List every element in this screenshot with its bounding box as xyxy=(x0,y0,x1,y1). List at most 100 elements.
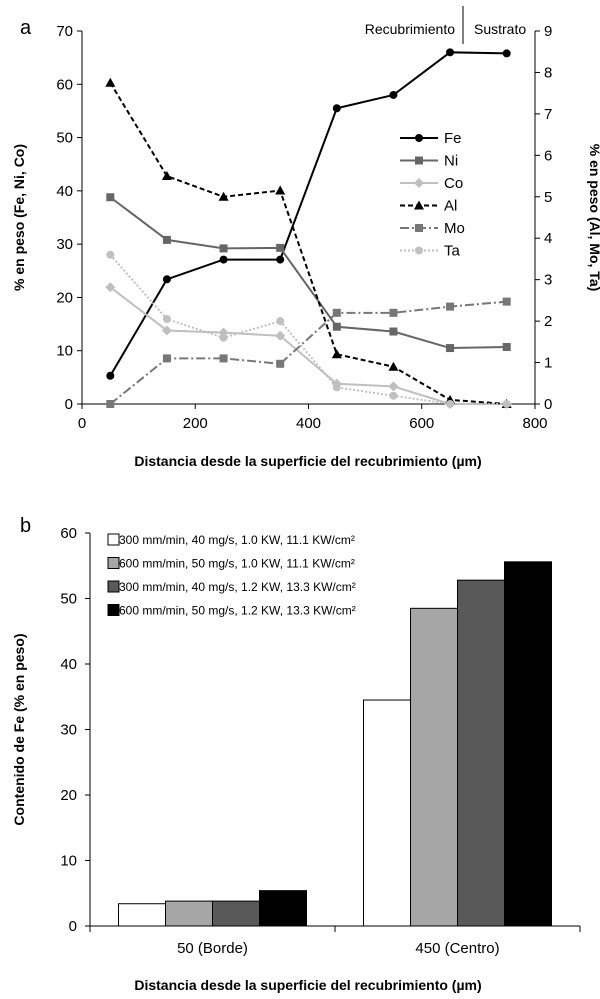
legend-label: 600 mm/min, 50 mg/s, 1.0 KW, 11.1 KW/cm² xyxy=(119,557,355,571)
data-point-ta xyxy=(162,315,171,324)
data-point-mo xyxy=(276,359,285,368)
data-point-ni xyxy=(502,342,511,351)
y-right-tick-label: 2 xyxy=(544,313,552,330)
y-right-tick-label: 4 xyxy=(544,230,552,247)
series-fe xyxy=(106,48,511,380)
y-tick-label: 30 xyxy=(60,722,77,739)
y-right-tick-label: 6 xyxy=(544,147,552,164)
y-left-tick-label: 10 xyxy=(56,343,73,360)
data-point-fe xyxy=(502,49,511,58)
data-point-ta xyxy=(106,250,115,259)
y-right-tick-label: 0 xyxy=(544,396,552,413)
data-point-ta xyxy=(332,383,341,392)
data-point-mo xyxy=(106,400,115,408)
data-point-co xyxy=(388,381,399,392)
y-right-tick-label: 9 xyxy=(544,23,552,40)
bar-series-3 xyxy=(457,579,505,927)
data-point-ta xyxy=(219,333,228,342)
x-tick-label: 0 xyxy=(78,415,86,432)
data-point-mo xyxy=(389,308,398,317)
y-axis-left-title: % en peso (Fe, Ni, Co) xyxy=(11,144,27,291)
bar-series-2 xyxy=(410,607,458,927)
data-point-fe xyxy=(162,275,171,284)
y-left-tick-label: 20 xyxy=(56,289,73,306)
series-line-fe xyxy=(109,51,507,377)
bar-chart-panel-b: b 0 10 20 30 40 50 60 50 (Borde) 450 (Centro) Cont… xyxy=(11,515,581,993)
data-point-mo xyxy=(162,354,171,363)
y-right-tick-label: 3 xyxy=(544,272,552,289)
x-tick-label: 50 (Borde) xyxy=(177,940,248,957)
data-point-fe xyxy=(106,371,115,380)
x-tick-label: 600 xyxy=(409,415,434,432)
legend-label: Al xyxy=(444,198,457,215)
series-ni xyxy=(106,193,511,353)
data-point-ni xyxy=(276,243,285,252)
y-right-tick-label: 5 xyxy=(544,189,552,206)
y-right-tick-label: 1 xyxy=(544,355,552,372)
legend-marker xyxy=(415,246,423,255)
data-point-ta xyxy=(502,400,511,408)
data-point-ni xyxy=(219,244,228,253)
data-point-ta xyxy=(276,317,285,326)
legend-marker xyxy=(414,178,424,188)
legend-label: Co xyxy=(444,175,463,192)
legend-marker xyxy=(414,200,424,210)
legend-a: Fe Ni Co Al Mo Ta xyxy=(400,130,465,260)
y-tick-label: 0 xyxy=(69,918,77,935)
y-right-tick-label: 8 xyxy=(544,64,552,81)
data-point-mo xyxy=(332,308,341,317)
data-point-co xyxy=(105,282,116,293)
data-point-fe xyxy=(276,255,285,264)
data-point-mo xyxy=(446,302,455,311)
data-point-co xyxy=(161,325,172,336)
panel-letter-b: b xyxy=(20,515,31,537)
x-tick-label: 450 (Centro) xyxy=(415,940,499,957)
data-point-ta xyxy=(389,391,398,400)
legend-label: Ta xyxy=(444,243,461,260)
series-ta xyxy=(106,250,511,408)
series-line-mo xyxy=(109,300,507,405)
legend-swatch xyxy=(107,533,120,546)
data-point-al xyxy=(275,185,286,195)
bar-series-1 xyxy=(118,903,166,927)
legend-marker xyxy=(415,224,423,232)
y-tick-label: 10 xyxy=(60,853,77,870)
y-axis-right-title: % en peso (Al, Mo, Ta) xyxy=(587,144,600,292)
legend-label: 300 mm/min, 40 mg/s, 1.2 KW, 13.3 KW/cm² xyxy=(119,580,356,594)
y-left-tick-label: 0 xyxy=(65,396,73,413)
bar-series-4 xyxy=(504,561,552,927)
region-label-coating: Recubrimiento xyxy=(365,21,455,37)
legend-label: Ni xyxy=(444,153,458,170)
legend-label: Fe xyxy=(444,130,462,147)
data-point-fe xyxy=(389,90,398,99)
data-point-ni xyxy=(332,322,341,331)
data-point-fe xyxy=(446,48,455,57)
y-left-tick-label: 40 xyxy=(56,183,73,200)
y-left-tick-label: 30 xyxy=(56,236,73,253)
data-point-fe xyxy=(219,255,228,264)
x-axis-title: Distancia desde la superficie del recubr… xyxy=(134,453,481,469)
series-line-ta xyxy=(109,254,507,405)
data-point-fe xyxy=(332,104,341,113)
data-point-ta xyxy=(446,400,455,408)
legend-label: Mo xyxy=(444,220,465,237)
series-line-co xyxy=(109,286,507,405)
x-tick-label: 400 xyxy=(296,415,321,432)
bar-series-3 xyxy=(212,900,260,927)
y-right-tick-label: 7 xyxy=(544,106,552,123)
line-chart-panel-a: a 0 10 20 30 40 50 60 70 0 1 2 3 4 5 6 7 8 9 0 200 400 600 800 D… xyxy=(11,6,600,469)
series-line-ni xyxy=(109,196,507,350)
y-tick-label: 20 xyxy=(60,787,77,804)
data-point-al xyxy=(218,191,229,201)
series-mo xyxy=(106,297,511,408)
legend-marker xyxy=(415,134,423,142)
data-point-ni xyxy=(106,193,115,202)
data-point-mo xyxy=(219,354,228,363)
legend-label: 300 mm/min, 40 mg/s, 1.0 KW, 11.1 KW/cm² xyxy=(119,533,355,547)
data-point-ni xyxy=(446,344,455,353)
x-tick-label: 200 xyxy=(183,415,208,432)
legend-swatch xyxy=(107,557,120,569)
data-point-al xyxy=(388,361,399,371)
data-point-al xyxy=(105,77,116,87)
